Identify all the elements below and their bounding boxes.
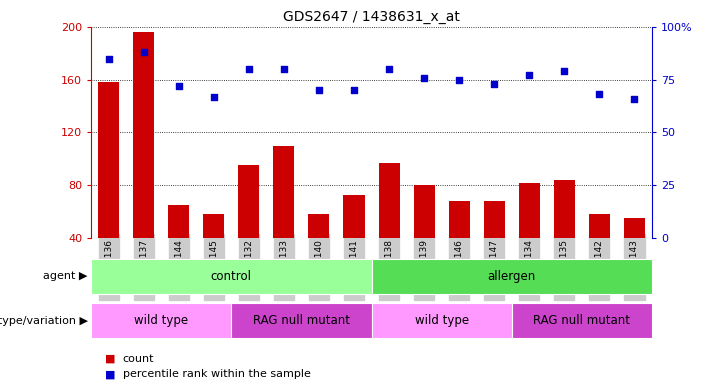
Bar — [203, 214, 224, 238]
Point — [173, 83, 184, 89]
Bar — [519, 183, 540, 238]
Title: GDS2647 / 1438631_x_at: GDS2647 / 1438631_x_at — [283, 10, 460, 25]
Text: wild type: wild type — [414, 314, 469, 327]
Text: control: control — [211, 270, 252, 283]
Bar — [238, 166, 259, 238]
Point — [629, 96, 640, 102]
Text: count: count — [123, 354, 154, 364]
Text: wild type: wild type — [134, 314, 189, 327]
Point — [559, 68, 570, 74]
Bar — [308, 214, 329, 238]
Bar — [91, 303, 231, 338]
Bar — [449, 201, 470, 238]
Text: allergen: allergen — [488, 270, 536, 283]
Point — [454, 76, 465, 83]
Point — [278, 66, 290, 72]
Point — [489, 81, 500, 87]
Point — [418, 74, 430, 81]
Text: agent ▶: agent ▶ — [43, 271, 88, 281]
Bar — [379, 163, 400, 238]
Text: RAG null mutant: RAG null mutant — [533, 314, 630, 327]
Point — [208, 93, 219, 99]
Point — [243, 66, 254, 72]
Text: ■: ■ — [105, 354, 116, 364]
Bar — [372, 259, 652, 294]
Text: genotype/variation ▶: genotype/variation ▶ — [0, 316, 88, 326]
Bar — [589, 214, 610, 238]
Point — [524, 72, 535, 78]
Point — [313, 87, 325, 93]
Point — [103, 55, 114, 61]
Bar — [512, 303, 652, 338]
Bar — [231, 303, 372, 338]
Text: RAG null mutant: RAG null mutant — [253, 314, 350, 327]
Bar — [624, 218, 645, 238]
Text: percentile rank within the sample: percentile rank within the sample — [123, 369, 311, 379]
Bar — [372, 303, 512, 338]
Bar — [98, 82, 119, 238]
Bar — [554, 180, 575, 238]
Bar — [168, 205, 189, 238]
Point — [383, 66, 395, 72]
Bar — [343, 195, 365, 238]
Point — [348, 87, 360, 93]
Bar — [414, 185, 435, 238]
Bar — [133, 32, 154, 238]
Bar — [91, 259, 372, 294]
Text: ■: ■ — [105, 369, 116, 379]
Bar — [273, 146, 294, 238]
Bar — [484, 201, 505, 238]
Point — [138, 49, 149, 55]
Point — [594, 91, 605, 98]
